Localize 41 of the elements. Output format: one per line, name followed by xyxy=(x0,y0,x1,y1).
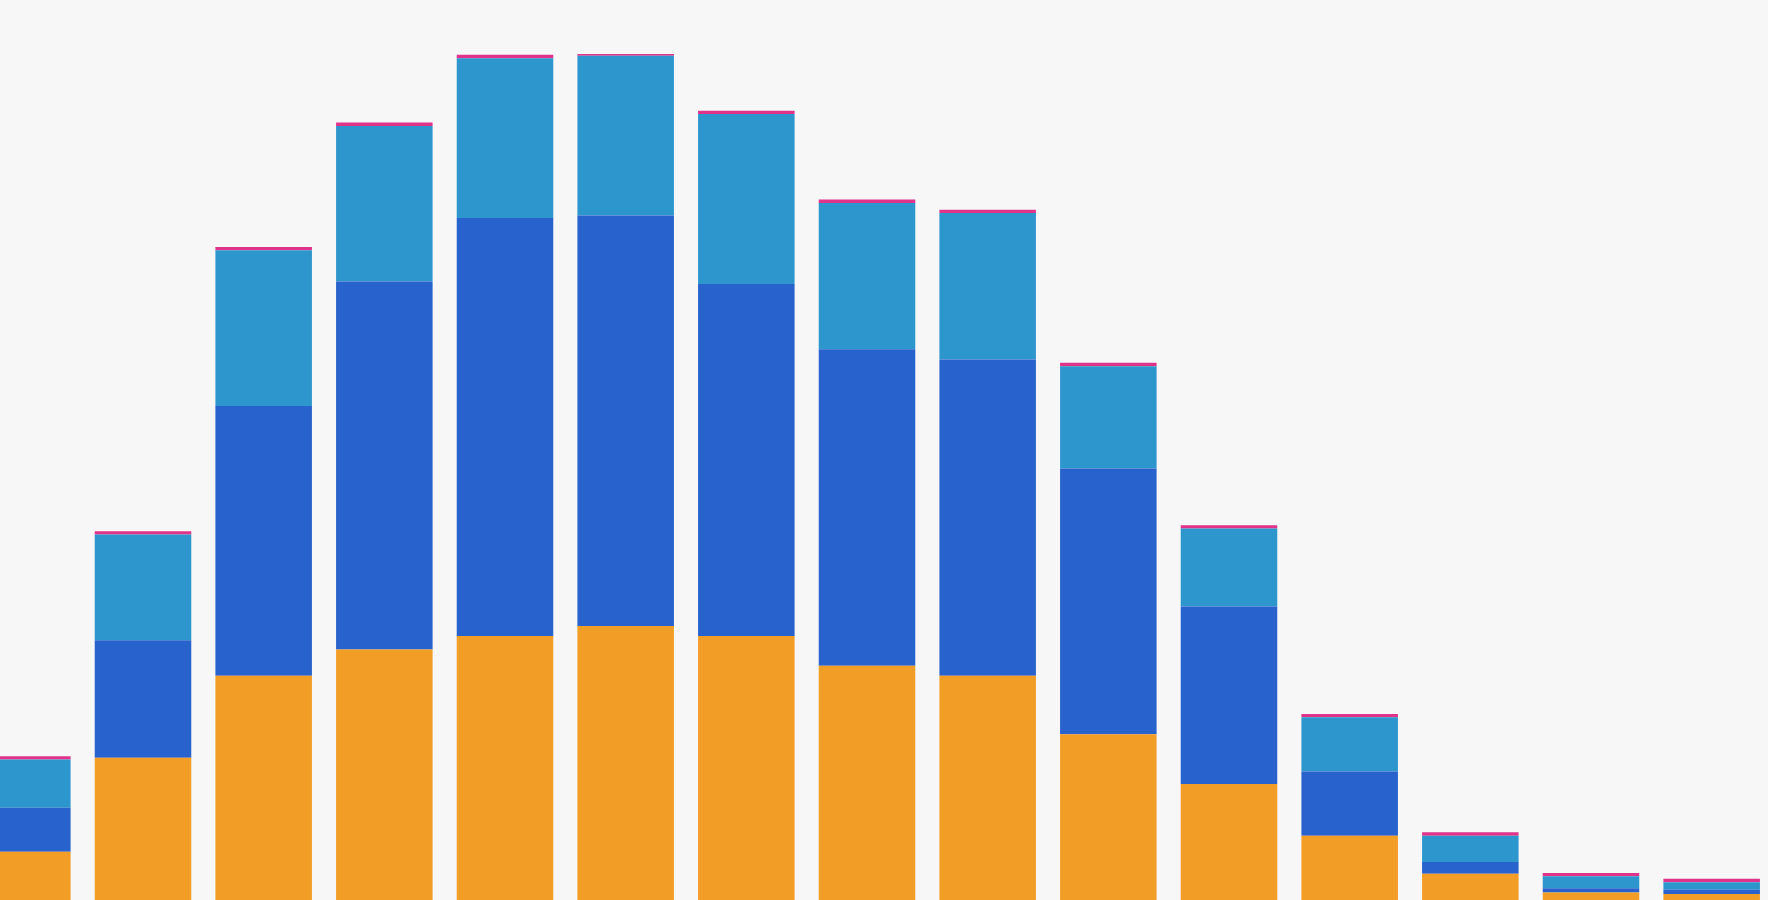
bar xyxy=(456,218,554,637)
bar xyxy=(1180,784,1278,900)
bar xyxy=(215,675,312,900)
bar xyxy=(94,757,192,900)
bar xyxy=(1060,366,1157,469)
bar xyxy=(939,675,1036,900)
bar xyxy=(1422,861,1519,874)
bar xyxy=(1301,835,1398,900)
bar xyxy=(1542,892,1640,900)
bar xyxy=(456,58,554,219)
bar xyxy=(818,665,916,900)
bar xyxy=(698,284,795,637)
bar xyxy=(94,534,192,641)
bar xyxy=(577,55,674,216)
bar xyxy=(1422,873,1519,900)
bar xyxy=(336,281,433,650)
bar xyxy=(336,125,433,282)
bar xyxy=(1180,528,1278,607)
bar xyxy=(577,215,674,626)
bar xyxy=(1663,894,1760,900)
bar xyxy=(818,349,916,666)
bar xyxy=(215,405,312,676)
bar xyxy=(698,114,795,285)
bar xyxy=(1663,882,1760,890)
bar xyxy=(939,359,1036,676)
bar xyxy=(698,636,795,900)
bar xyxy=(215,250,312,406)
bar xyxy=(456,636,554,900)
bar xyxy=(336,649,433,900)
bar xyxy=(1060,734,1157,900)
bar xyxy=(1663,889,1760,895)
bar xyxy=(1301,717,1398,772)
bar xyxy=(1180,606,1278,785)
bar xyxy=(1301,771,1398,836)
bar xyxy=(94,640,192,758)
bar xyxy=(577,625,674,900)
bar xyxy=(939,213,1036,360)
bar xyxy=(1060,468,1157,735)
bar xyxy=(818,202,916,350)
bar xyxy=(1422,835,1519,862)
bar xyxy=(1542,876,1640,889)
